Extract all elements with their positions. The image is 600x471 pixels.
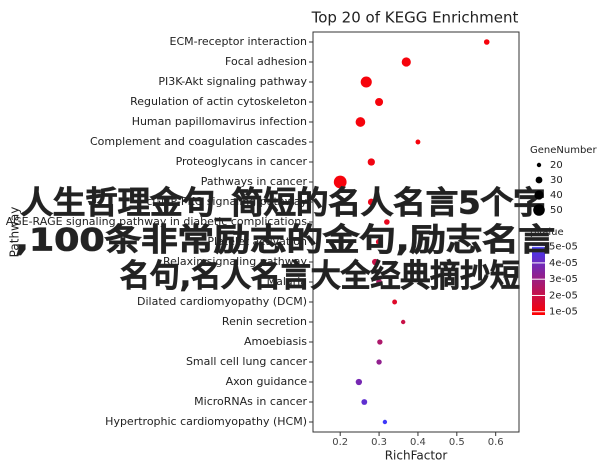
point <box>377 339 383 345</box>
point <box>483 39 490 45</box>
y-tick-label: Amoebiasis <box>244 335 307 348</box>
colorbar-label: 3e-05 <box>549 274 578 285</box>
point <box>384 219 390 225</box>
overlay-text: 人生哲理金句_简短的名人名言5个字 <box>21 186 546 222</box>
y-tick-label: Renin secretion <box>222 315 307 328</box>
y-tick-label: Pathways in cancer <box>201 175 308 188</box>
point <box>400 319 406 325</box>
y-tick-label: Axon guidance <box>226 375 308 388</box>
point <box>375 98 384 106</box>
y-tick-label: ECM-receptor interaction <box>170 35 308 48</box>
y-tick-label: MicroRNAs in cancer <box>194 395 307 408</box>
y-tick-label: AGE-RAGE signaling pathway in diabetic c… <box>6 215 307 228</box>
y-tick-label: Relaxin signaling pathway <box>163 255 308 268</box>
point <box>372 258 379 266</box>
x-tick-label: 0.4 <box>410 437 426 448</box>
point <box>376 279 382 285</box>
point <box>360 76 372 88</box>
colorbar-label: 2e-05 <box>549 290 578 301</box>
size-legend-dot <box>536 162 542 168</box>
chart-title: Top 20 of KEGG Enrichment <box>311 9 519 27</box>
color-legend-title: pvalue <box>530 227 564 238</box>
point <box>415 139 421 145</box>
overlay-text: ,100条非常励志的金句,励志名言 <box>15 223 555 259</box>
point <box>367 198 375 206</box>
y-tick-label: Regulation of actin cytoskeleton <box>130 95 307 108</box>
y-tick-label: Platelet activation <box>207 235 307 248</box>
point <box>376 359 382 365</box>
y-tick-label: Focal adhesion <box>225 55 307 68</box>
x-axis-label: RichFactor <box>385 449 448 463</box>
colorbar-label: 1e-05 <box>549 307 578 318</box>
size-legend-label: 30 <box>550 175 563 186</box>
size-legend-dot <box>533 204 545 216</box>
x-tick-label: 0.6 <box>488 437 504 448</box>
size-legend-dot <box>535 176 543 184</box>
point <box>367 158 375 166</box>
size-legend-label: 50 <box>550 205 563 216</box>
point <box>333 175 347 189</box>
point <box>392 299 398 305</box>
y-tick-label: Proteoglycans in cancer <box>176 155 308 168</box>
x-tick-label: 0.2 <box>332 437 348 448</box>
size-legend-title: GeneNumber <box>530 145 597 156</box>
y-tick-label: Small cell lung cancer <box>186 355 308 368</box>
y-tick-label: Human papillomavirus infection <box>132 115 307 128</box>
point <box>382 419 388 425</box>
y-axis-label: Pathway <box>8 207 22 258</box>
size-legend-label: 20 <box>550 160 563 171</box>
y-tick-label: Malaria <box>267 275 307 288</box>
size-legend-dot <box>534 190 544 200</box>
panel-border <box>312 31 520 433</box>
colorbar-label: 4e-05 <box>549 258 578 269</box>
size-legend-label: 40 <box>550 190 563 201</box>
y-tick-label: Dilated cardiomyopathy (DCM) <box>137 295 307 308</box>
x-tick-label: 0.3 <box>371 437 387 448</box>
point <box>375 238 383 246</box>
point <box>361 399 368 405</box>
colorbar-label: 5e-05 <box>549 242 578 253</box>
y-tick-label: PI3K-Akt signaling pathway <box>158 75 307 88</box>
y-tick-label: cGMP-PKG signaling pathway <box>146 195 307 208</box>
point <box>355 378 363 386</box>
overlay-text: 名句,名人名言大全经典摘抄短 <box>120 259 520 295</box>
point <box>401 57 411 67</box>
point <box>355 117 366 127</box>
x-tick-label: 0.5 <box>449 437 465 448</box>
y-tick-label: Hypertrophic cardiomyopathy (HCM) <box>105 415 307 428</box>
y-tick-label: Complement and coagulation cascades <box>90 135 307 148</box>
